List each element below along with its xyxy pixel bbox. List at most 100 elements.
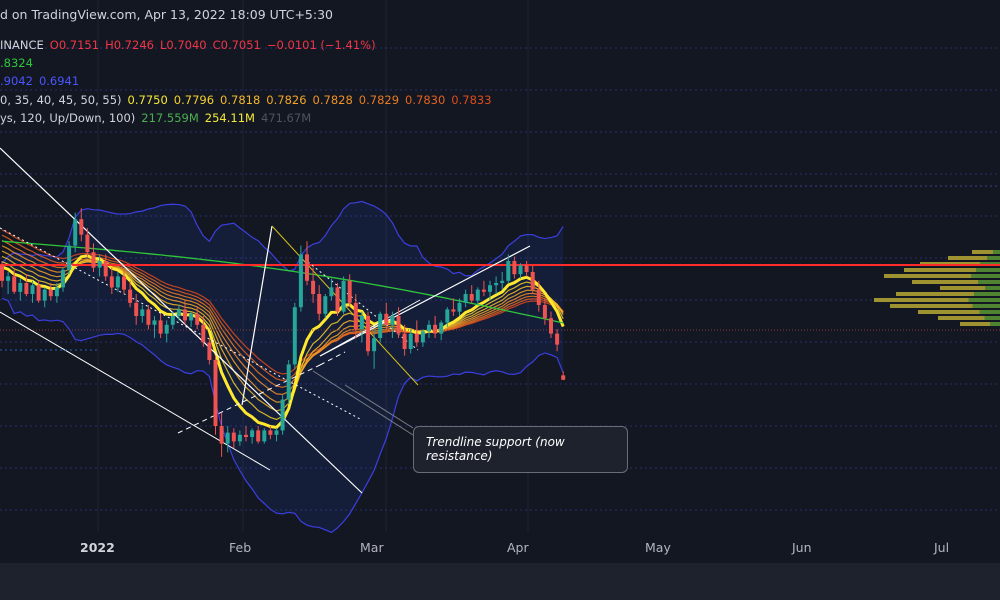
vp-up-bar-10	[979, 310, 1000, 314]
candle-body-82	[500, 280, 505, 283]
candle-body-65	[396, 316, 401, 334]
candle-body-47	[286, 364, 291, 400]
vp-value-2: 254.11M	[204, 111, 255, 125]
bb-value-1: 0.6941	[38, 74, 80, 88]
candle-body-46	[280, 399, 285, 431]
candle-body-74	[451, 309, 456, 312]
candle-body-51	[311, 280, 316, 294]
candle-body-32	[195, 313, 200, 325]
candle-body-60	[366, 316, 370, 352]
trendlines[interactable]	[0, 147, 1000, 494]
candle-body-79	[481, 289, 486, 292]
candle-body-50	[305, 254, 309, 281]
x-tick-mar: Mar	[360, 540, 384, 555]
channel-lower	[0, 311, 271, 471]
candle-body-2	[12, 276, 17, 292]
channel-mid-dotted	[0, 227, 363, 421]
candle-body-77	[469, 294, 474, 301]
candle-body-88	[536, 289, 541, 305]
ma-legend[interactable]: .8324	[0, 54, 39, 72]
candle-body-83	[506, 261, 511, 281]
candle-body-68	[414, 333, 419, 343]
vp-up-bar-11	[984, 316, 1000, 320]
candle-body-67	[408, 333, 413, 349]
x-tick-2022: 2022	[80, 540, 115, 555]
symbol-value-2: H0.7246	[105, 38, 154, 52]
price-chart[interactable]	[0, 0, 1000, 563]
bb-lower	[1, 297, 564, 534]
x-tick-feb: Feb	[229, 540, 252, 555]
candle-body-10	[61, 269, 65, 288]
candle-body-20	[122, 276, 126, 290]
x-tick-jul: Jul	[934, 540, 950, 555]
candle-body-70	[427, 324, 431, 332]
candle-body-12	[73, 219, 78, 246]
candle-body-16	[97, 261, 102, 268]
symbol-value-4: C0.7051	[212, 38, 261, 52]
chart-header: d on TradingView.com, Apr 13, 2022 18:09…	[0, 7, 334, 22]
candle-body-21	[128, 289, 133, 303]
candle-body-87	[530, 272, 535, 290]
vp-up-bar-12	[990, 322, 1000, 326]
candle-body-22	[134, 302, 139, 316]
candle-body-24	[146, 309, 151, 325]
vp-bar-11	[938, 316, 1000, 320]
candle-body-72	[439, 322, 444, 334]
candle-body-91	[555, 333, 560, 345]
candle-body-34	[207, 342, 212, 360]
annotation-pointer-1	[344, 384, 414, 429]
candle-body-48	[292, 307, 297, 365]
channel-upper	[0, 147, 363, 494]
candle-body-85	[518, 265, 523, 275]
symbol-legend[interactable]: INANCE O0.7151 H0.7246 L0.7040 C0.7051 −0.010…	[0, 36, 382, 54]
bb-value-0: .9042	[0, 74, 33, 88]
candle-body-35	[213, 360, 218, 426]
vp-up-bar-1	[987, 256, 1000, 260]
candle-body-78	[475, 289, 480, 301]
candle-body-27	[164, 324, 169, 334]
annotation-pointer-2	[312, 370, 414, 436]
candle-body-84	[512, 261, 517, 275]
ribbon-value-6: 0.7829	[358, 93, 400, 107]
candle-body-37	[225, 432, 230, 444]
vp-bar-5	[912, 280, 1000, 284]
x-tick-may: May	[645, 540, 671, 555]
candle-body-6	[36, 285, 41, 301]
candle-body-0	[0, 265, 4, 281]
vp-up-bar-8	[968, 298, 1000, 302]
vp-bar-6	[940, 286, 1000, 290]
candle-body-9	[54, 287, 59, 297]
bottom-toolbar	[0, 563, 1000, 600]
candle-body-81	[494, 283, 499, 286]
ribbon-value-8: 0.7833	[451, 93, 492, 107]
candle-body-52	[317, 294, 322, 314]
candle-body-80	[488, 285, 492, 292]
candle-body-45	[274, 430, 279, 435]
ribbon-value-3: 0.7818	[220, 93, 261, 107]
candle-body-31	[189, 313, 194, 321]
x-tick-jun: Jun	[792, 540, 812, 555]
symbol-value-0: INANCE	[0, 38, 44, 52]
candle-body-63	[384, 313, 389, 325]
candle-body-90	[549, 318, 553, 334]
candle-body-11	[67, 245, 72, 270]
vp-up-bar-7	[974, 292, 1000, 296]
candle-body-64	[390, 316, 395, 325]
trendline-annotation[interactable]: Trendline support (now resistance)	[413, 426, 628, 473]
vp-up-bar-5	[978, 280, 1000, 284]
candle-body-42	[256, 430, 261, 442]
candles	[0, 208, 566, 457]
candle-body-1	[6, 276, 11, 281]
symbol-value-3: L0.7040	[159, 38, 207, 52]
candle-body-43	[262, 430, 267, 442]
bollinger-legend[interactable]: .9042 0.6941	[0, 72, 85, 90]
vp-bar-7	[896, 292, 1000, 296]
candle-body-75	[457, 302, 462, 312]
volume-profile-legend[interactable]: ys, 120, Up/Down, 100) 217.559M 254.11M 471…	[0, 109, 317, 127]
vp-bar-1	[948, 256, 1000, 260]
ribbon-legend[interactable]: 0, 35, 40, 45, 50, 55) 0.7750 0.7796 0.7818…	[0, 91, 498, 109]
candle-body-56	[341, 280, 346, 312]
candle-body-19	[115, 276, 120, 288]
candle-body-76	[463, 294, 468, 303]
